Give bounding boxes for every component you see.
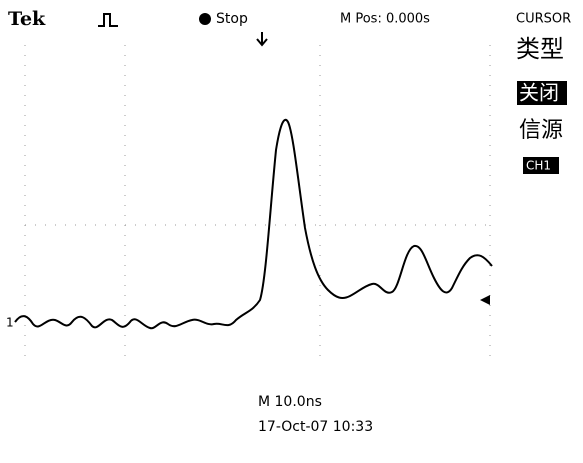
datetime: 17-Oct-07 10:33	[258, 419, 373, 435]
position: M Pos: 0.000s	[340, 12, 430, 27]
menu-type-label: 类型	[516, 35, 564, 63]
brand: Tek	[8, 8, 46, 30]
stop-icon	[199, 13, 211, 25]
timebase: M 10.0ns	[258, 394, 322, 410]
channel-marker: 1	[6, 316, 14, 330]
menu-source-label: 信源	[519, 118, 563, 143]
menu-source-value[interactable]: CH1	[526, 159, 551, 173]
run-state: Stop	[216, 11, 248, 27]
menu-type-value[interactable]: 关闭	[519, 81, 559, 105]
menu-title: CURSOR	[516, 12, 571, 27]
scope-screen: Tek Stop M Pos: 0.000s CURSOR 类型 关闭 信源 C…	[0, 0, 583, 463]
